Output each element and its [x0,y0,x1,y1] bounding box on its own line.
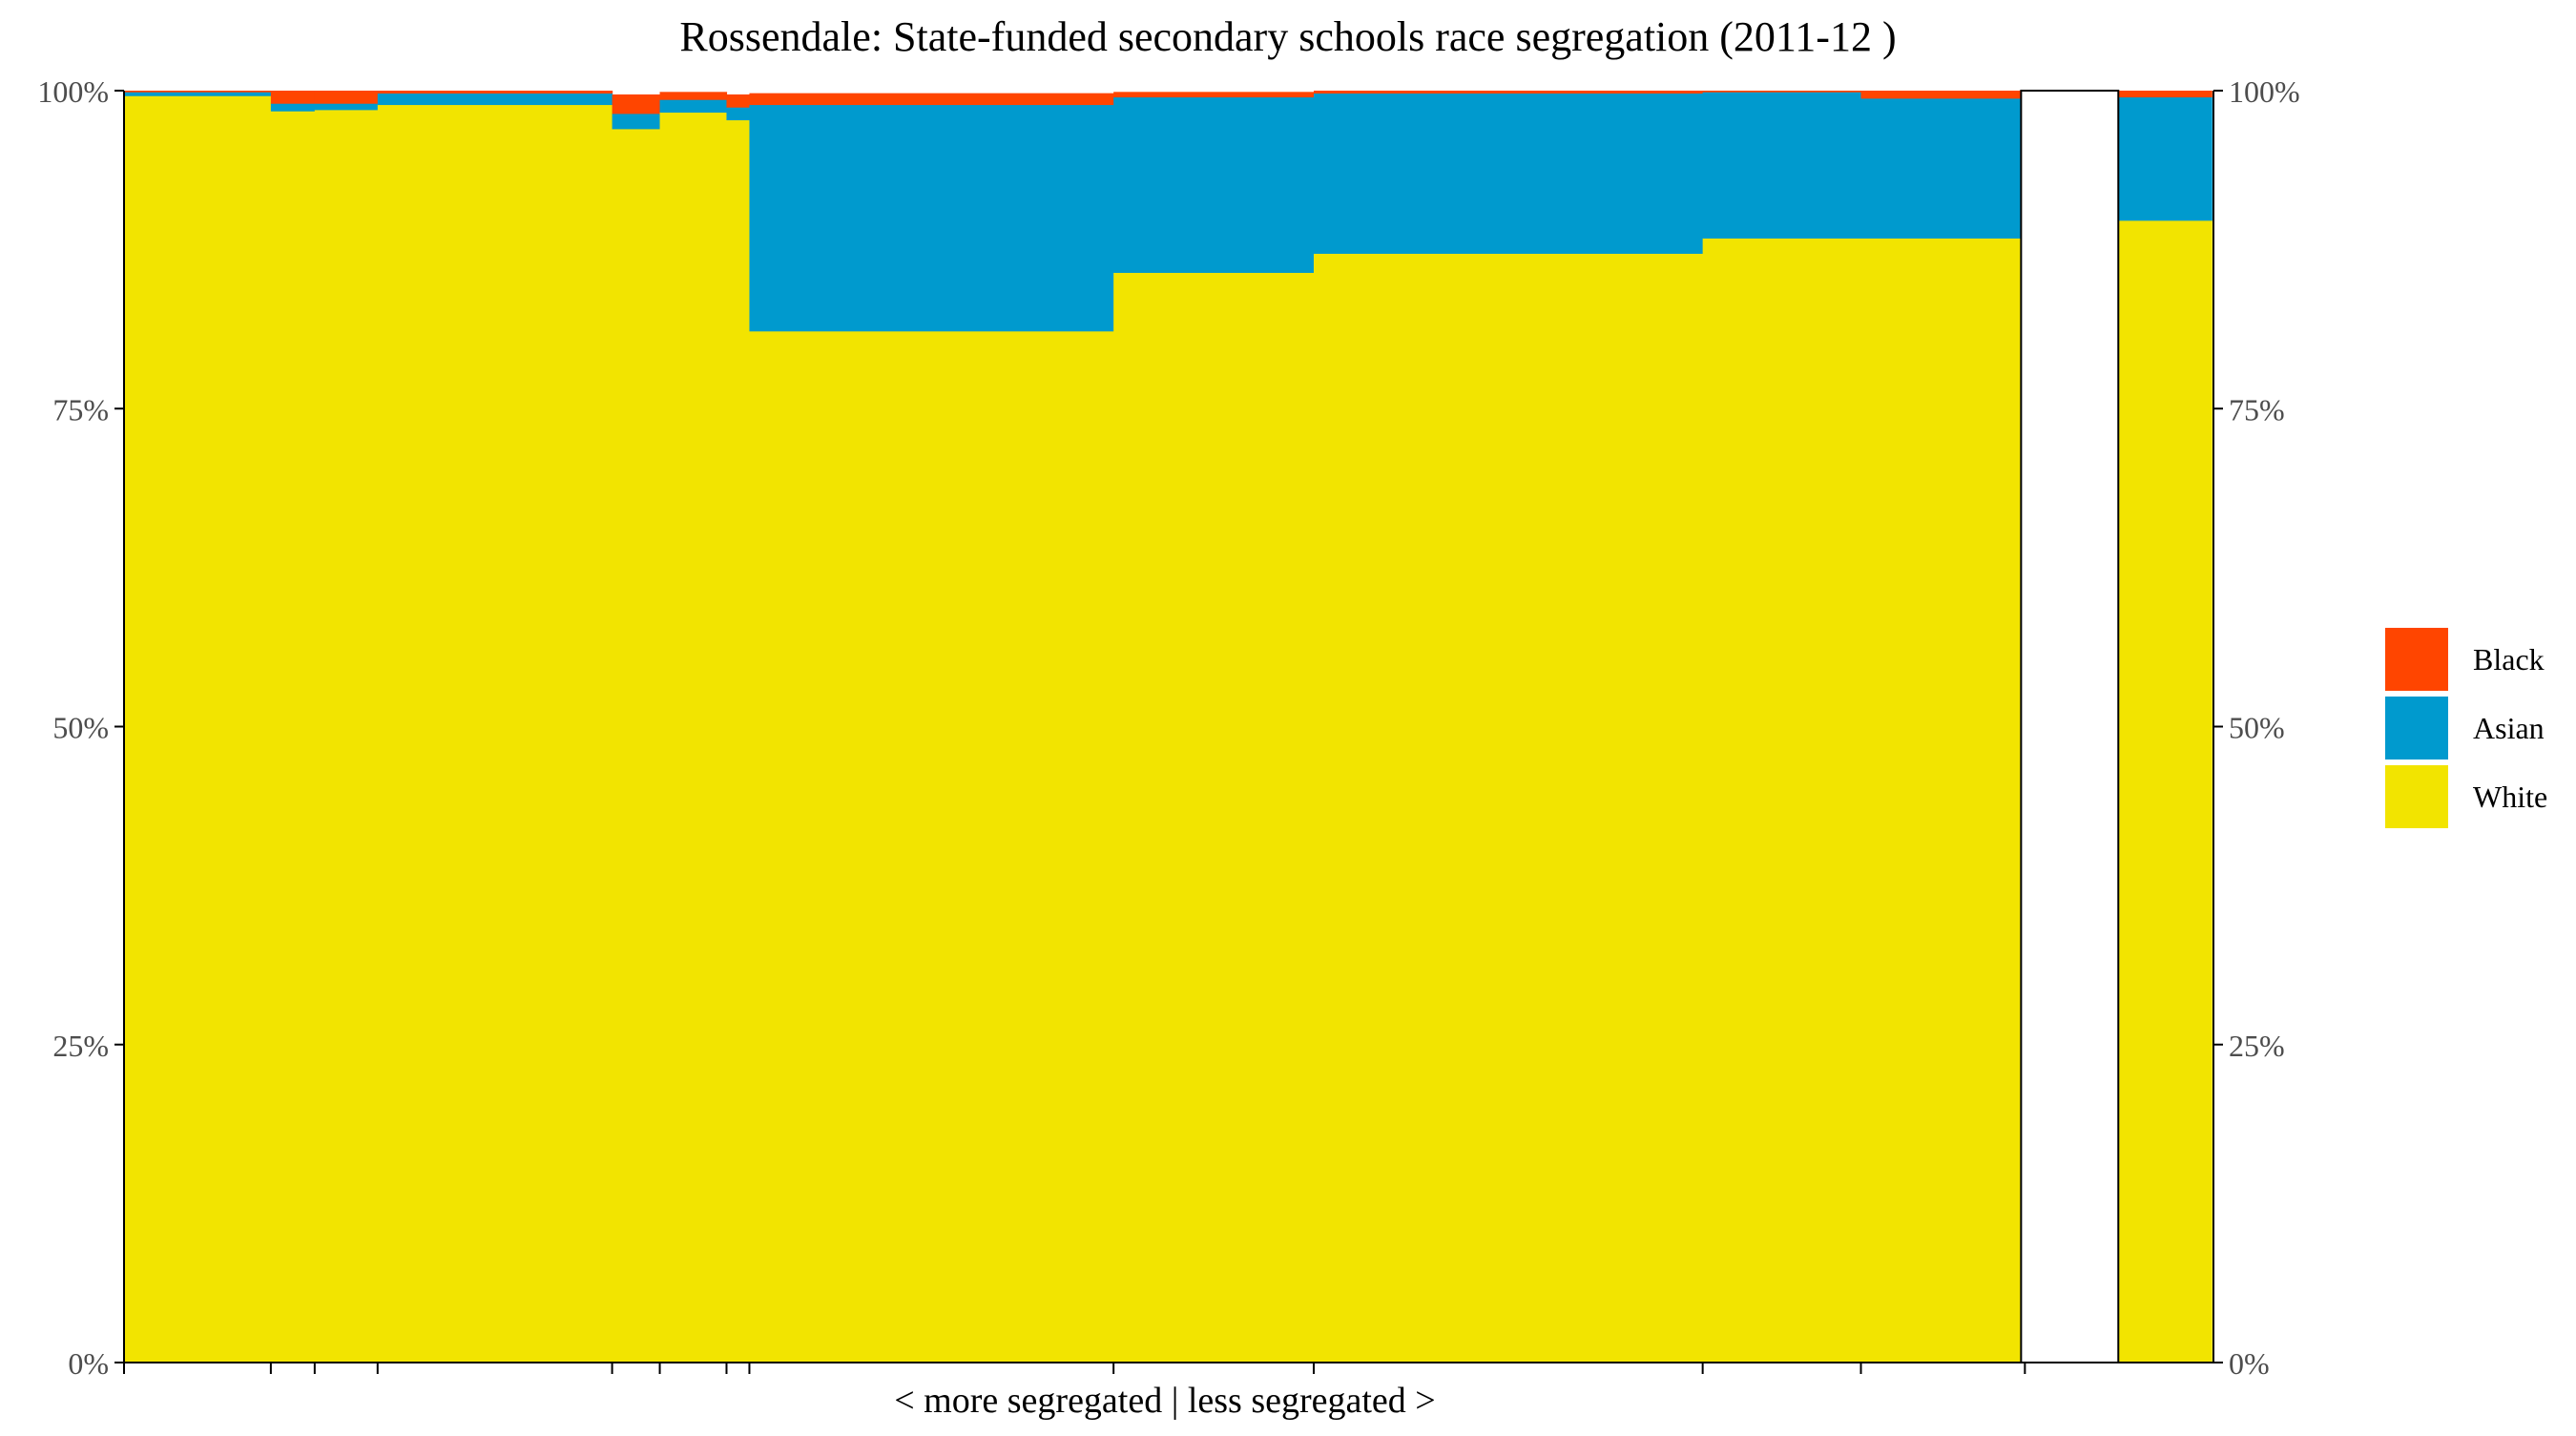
bar-segment-black-7 [726,94,751,108]
bar-segment-asian-6 [659,99,728,114]
y-tick-label-left: 50% [52,711,109,745]
bar-segment-white-12 [1860,238,2025,1363]
y-tick-label-right: 50% [2229,711,2285,745]
bar-segment-asian-2 [270,103,316,112]
legend-key-white [2385,765,2448,828]
bar-segment-asian-5 [612,113,661,130]
legend: Black Asian White [2385,628,2547,828]
bar-segment-asian-13 [2118,96,2212,221]
bar-segment-white-8 [749,330,1114,1363]
y-tick-label-left: 75% [52,392,109,427]
bar-layer [124,91,2212,1363]
y-tick-label-left: 25% [52,1029,109,1063]
bar-segment-black-5 [612,94,661,114]
legend-label-asian: Asian [2473,711,2545,745]
bar-segment-black-3 [314,91,379,104]
bar-segment-white-9 [1113,272,1315,1363]
x-axis-title: < more segregated | less segregated > [894,1381,1435,1421]
bar-segment-white-13 [2118,219,2212,1363]
legend-key-asian [2385,697,2448,760]
bar-segment-black-9 [1113,92,1315,98]
bar-segment-white-7 [726,119,751,1363]
bar-segment-white-5 [612,128,661,1363]
y-tick-label-right: 100% [2229,74,2300,109]
y-tick-label-left: 100% [37,74,109,109]
bar-segment-asian-1 [124,92,272,96]
bar-segment-black-10 [1313,91,1704,94]
y-tick-label-right: 75% [2229,392,2285,427]
bar-segment-asian-4 [377,93,613,106]
bar-segment-white-11 [1702,238,1862,1363]
bar-segment-asian-10 [1313,93,1704,255]
legend-key-black [2385,628,2448,691]
bar-segment-asian-11 [1702,92,1862,239]
bar-segment-asian-7 [726,107,751,121]
bar-segment-asian-8 [749,104,1114,332]
bar-segment-black-1 [124,91,272,93]
legend-label-white: White [2473,780,2547,814]
bar-segment-asian-9 [1113,96,1315,274]
bar-segment-black-11 [1702,91,1862,93]
bar-segment-black-8 [749,93,1114,106]
bar-segment-black-6 [659,92,728,100]
bar-segment-black-12 [1860,91,2025,99]
y-tick-label-left: 0% [68,1346,109,1381]
bar-segment-white-10 [1313,253,1704,1363]
y-tick-label-right: 0% [2229,1346,2270,1381]
y-tick-label-right: 25% [2229,1029,2285,1063]
bar-segment-white-6 [659,112,728,1363]
separator-gap [2020,90,2120,1363]
bar-segment-white-4 [377,104,613,1363]
bar-segment-asian-3 [314,103,379,111]
axes-layer: 0% 0% 25% 25% 50% 50% 75% 75% 100% 100% [37,74,2299,1381]
legend-label-black: Black [2473,642,2545,676]
bar-segment-black-4 [377,91,613,94]
bar-segment-black-2 [270,91,316,104]
bar-segment-white-1 [124,95,272,1363]
chart-title: Rossendale: State-funded secondary schoo… [679,13,1896,60]
bar-segment-black-13 [2118,91,2212,98]
bar-segment-white-3 [314,109,379,1363]
bar-segment-white-2 [270,111,316,1363]
bar-segment-asian-12 [1860,97,2025,239]
